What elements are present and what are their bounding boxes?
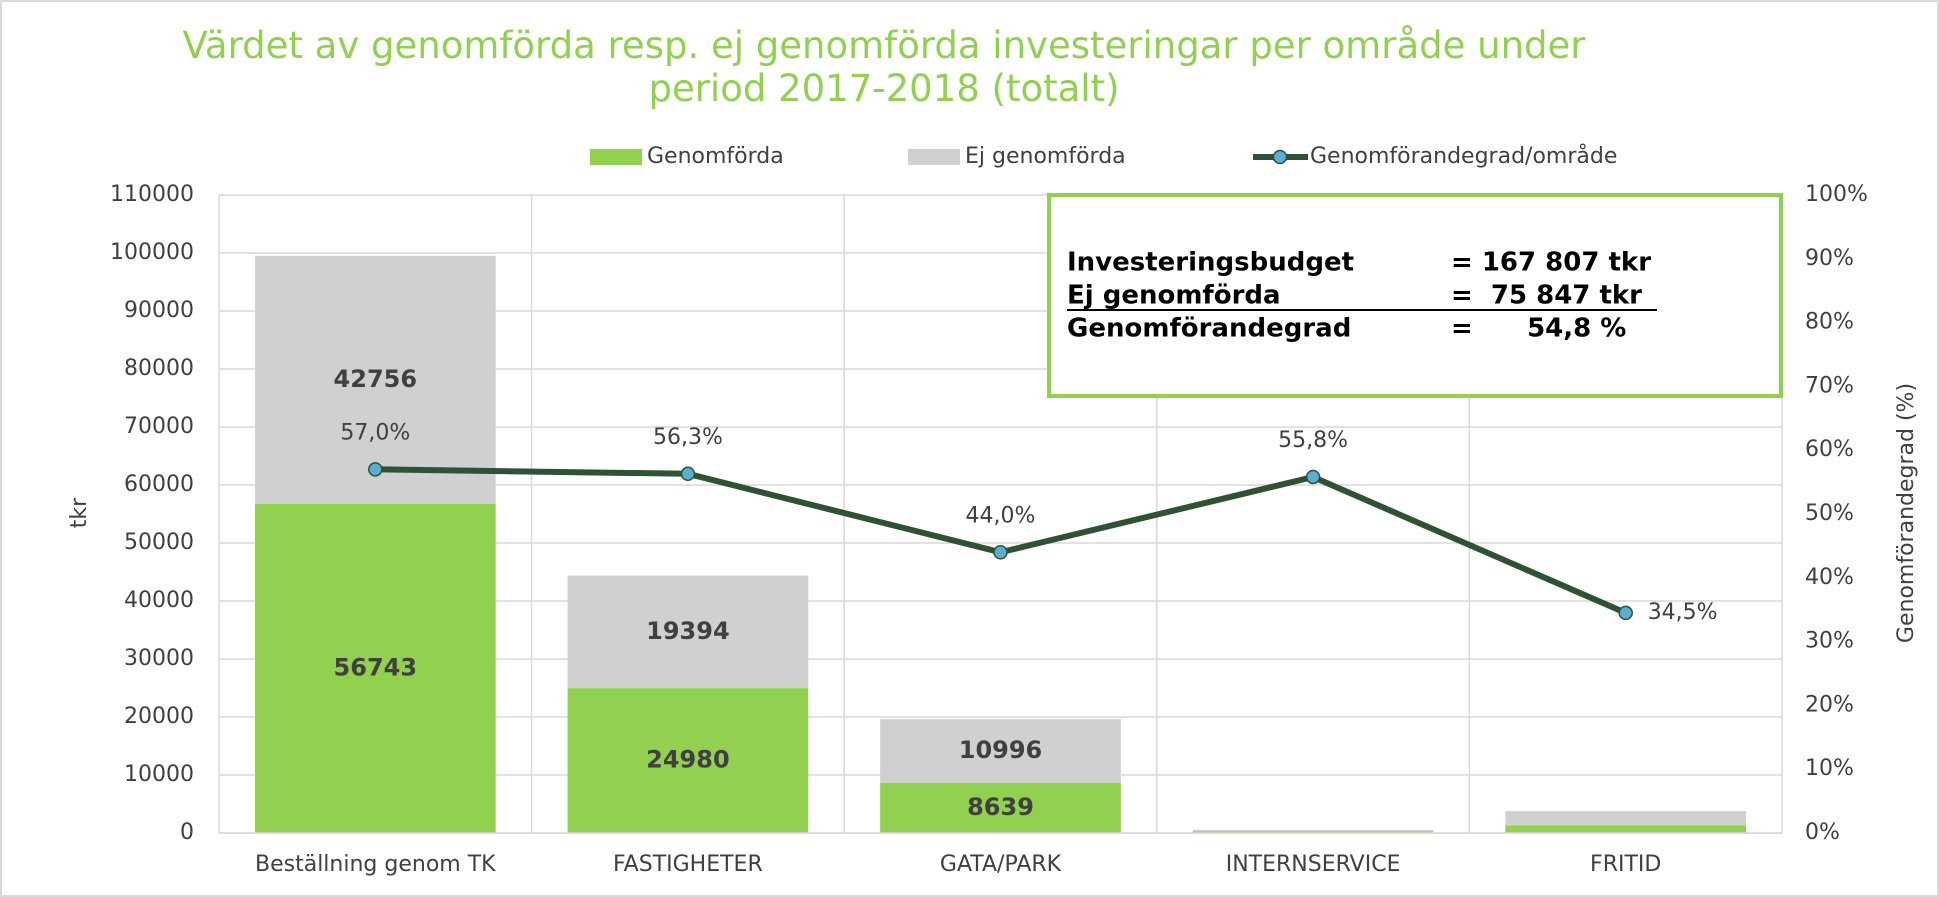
line-value-label: 56,3% [653, 425, 723, 450]
y2-tick-label: 90% [1805, 246, 1854, 271]
data-label: 56743 [334, 653, 418, 681]
line-value-label: 44,0% [966, 503, 1036, 528]
legend-swatch [908, 149, 960, 165]
data-label: 19394 [646, 617, 730, 645]
y2-tick-label: 40% [1805, 565, 1854, 590]
y2-tick-label: 100% [1805, 182, 1868, 207]
bar-segment [567, 688, 809, 833]
y2-axis-label: Genomförandegrad (%) [1894, 383, 1919, 643]
y2-tick-label: 70% [1805, 373, 1854, 398]
y-tick-label: 10000 [124, 762, 194, 787]
annotation-label: Investeringsbudget [1067, 248, 1354, 278]
x-tick-label: FASTIGHETER [613, 852, 763, 877]
y2-tick-label: 20% [1805, 692, 1854, 717]
y-axis-label: tkr [67, 497, 92, 528]
y-tick-label: 40000 [124, 588, 194, 613]
bar-segment [1505, 811, 1747, 826]
y-tick-label: 20000 [124, 704, 194, 729]
legend-label: Genomförda [647, 144, 784, 169]
bar-segment [254, 503, 496, 833]
y-tick-label: 50000 [124, 530, 194, 555]
y-tick-label: 60000 [124, 472, 194, 497]
legend-swatch [590, 149, 642, 165]
annotation-value: = 167 807 tkr [1451, 248, 1651, 278]
data-label: 10996 [959, 736, 1043, 764]
bar-segment [880, 719, 1121, 783]
y2-tick-label: 10% [1805, 756, 1854, 781]
annotation-value: = 75 847 tkr [1451, 281, 1642, 311]
chart-title: Värdet av genomförda resp. ej genomförda… [182, 24, 1586, 110]
x-tick-label: Beställning genom TK [255, 852, 496, 877]
line-value-label: 57,0% [340, 420, 410, 445]
y-tick-label: 30000 [124, 646, 194, 671]
bar-segment [880, 782, 1121, 833]
legend-label: Ej genomförda [965, 144, 1126, 169]
x-tick-label: GATA/PARK [940, 852, 1062, 877]
y-tick-label: 0 [180, 820, 194, 845]
annotation-value: = 54,8 % [1451, 314, 1626, 344]
y-tick-label: 70000 [124, 414, 194, 439]
bar-segment [567, 575, 809, 689]
y2-tick-label: 50% [1805, 501, 1854, 526]
line-marker [993, 545, 1008, 560]
annotation-label: Ej genomförda [1067, 281, 1281, 311]
bar-segment [1192, 829, 1434, 832]
line-marker [1305, 469, 1321, 485]
y2-tick-label: 80% [1805, 310, 1854, 335]
line-marker [680, 466, 696, 482]
y2-tick-label: 0% [1805, 820, 1840, 845]
y2-tick-label: 30% [1805, 629, 1854, 654]
data-label: 8639 [967, 793, 1034, 821]
y-tick-label: 110000 [110, 182, 194, 207]
x-tick-label: FRITID [1590, 852, 1661, 877]
x-tick-label: INTERNSERVICE [1226, 852, 1401, 877]
y2-tick-label: 60% [1805, 437, 1854, 462]
line-value-label: 34,5% [1648, 600, 1718, 625]
bar-segment [1505, 825, 1747, 833]
line-marker [1618, 605, 1633, 621]
y-tick-label: 90000 [124, 298, 194, 323]
annotation-box [1047, 193, 1783, 398]
line-value-label: 55,8% [1278, 428, 1348, 453]
y-tick-label: 80000 [124, 356, 194, 381]
data-label: 24980 [646, 746, 730, 774]
bar-segment [1192, 831, 1434, 833]
legend-marker [1272, 149, 1288, 165]
legend-label: Genomförandegrad/område [1310, 143, 1617, 169]
line-marker [368, 462, 383, 477]
y-tick-label: 100000 [110, 240, 194, 265]
annotation-label: Genomförandegrad [1067, 314, 1351, 344]
data-label: 42756 [334, 365, 418, 393]
